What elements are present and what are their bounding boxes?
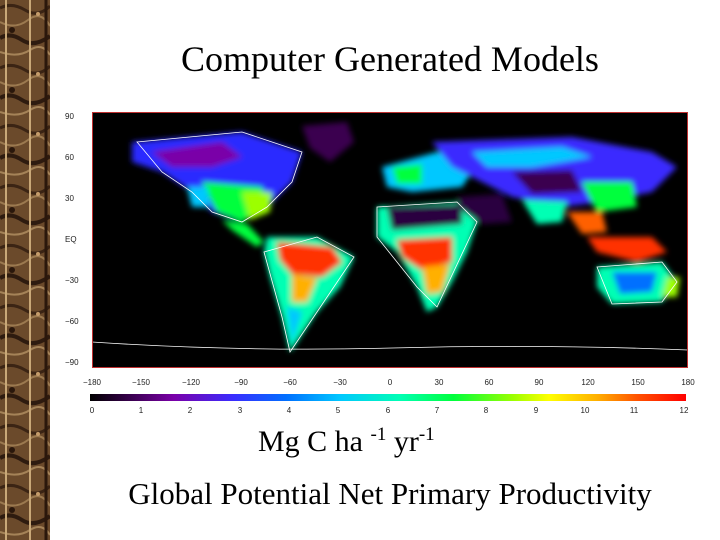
x-tick-label: 120 (581, 378, 595, 387)
scale-tick-label: 11 (629, 406, 639, 415)
units-mid: yr (386, 425, 419, 458)
color-scale: 0 1 2 3 4 5 6 7 8 9 10 11 12 (90, 394, 690, 424)
y-tick-label: 30 (65, 194, 74, 203)
npp-map-figure: 90 60 30 EQ −30 −60 −90 (62, 104, 702, 388)
y-tick-label: 60 (65, 153, 74, 162)
x-tick-label: 180 (681, 378, 695, 387)
x-tick-label: −180 (82, 378, 102, 387)
scale-tick-label: 1 (138, 406, 144, 415)
x-tick-label: 30 (434, 378, 444, 387)
world-npp-map (92, 112, 688, 368)
y-tick-label: −30 (65, 276, 79, 285)
coastline-outlines (92, 131, 688, 353)
y-tick-label: −90 (65, 358, 79, 367)
x-tick-label: −60 (283, 378, 297, 387)
scale-tick-label: 10 (580, 406, 590, 415)
scale-tick-label: 7 (434, 406, 440, 415)
x-tick-label: −120 (181, 378, 201, 387)
x-tick-label: 60 (484, 378, 494, 387)
y-tick-label: EQ (65, 235, 77, 244)
units-label: Mg C ha -1 yr-1 (258, 424, 435, 459)
x-tick-label: −30 (333, 378, 347, 387)
productivity-field (132, 122, 680, 352)
scale-tick-label: 4 (286, 406, 292, 415)
x-tick-label: −90 (234, 378, 248, 387)
scale-tick-label: 12 (679, 406, 689, 415)
units-exponent: -1 (370, 424, 387, 445)
scale-tick-label: 8 (483, 406, 489, 415)
figure-caption: Global Potential Net Primary Productivit… (128, 476, 652, 511)
x-tick-label: 150 (631, 378, 645, 387)
scale-tick-label: 6 (385, 406, 391, 415)
x-tick-label: −150 (131, 378, 151, 387)
units-base: Mg C ha (258, 425, 371, 458)
x-tick-label: 90 (534, 378, 544, 387)
units-exponent: -1 (418, 424, 435, 445)
scale-tick-label: 9 (533, 406, 539, 415)
scale-tick-label: 5 (335, 406, 341, 415)
scale-tick-label: 0 (89, 406, 95, 415)
decorative-border (0, 0, 50, 540)
x-tick-label: 0 (387, 378, 393, 387)
y-tick-label: 90 (65, 112, 74, 121)
slide-title: Computer Generated Models (181, 39, 599, 79)
color-scale-bar (90, 394, 686, 401)
y-tick-label: −60 (65, 317, 79, 326)
scale-tick-label: 2 (187, 406, 193, 415)
scale-tick-label: 3 (237, 406, 243, 415)
